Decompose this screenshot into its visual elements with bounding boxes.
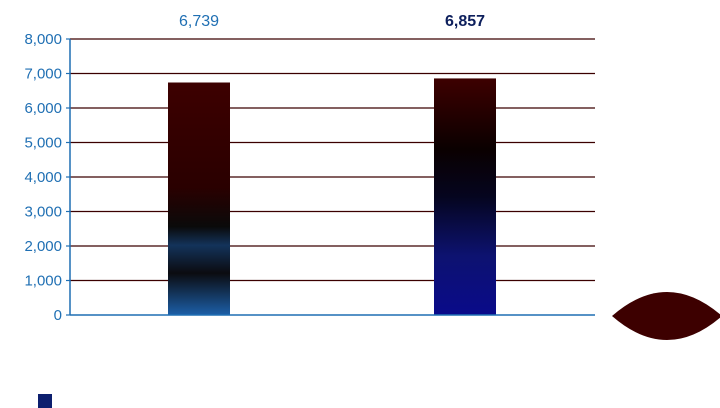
y-tick-label: 0 <box>54 307 62 324</box>
bars <box>168 78 496 315</box>
data-label: 6,739 <box>179 13 219 30</box>
y-tick-label: 3,000 <box>24 204 62 221</box>
y-tick-label: 1,000 <box>24 273 62 290</box>
data-label: 6,857 <box>445 13 485 30</box>
y-tick-label: 8,000 <box>24 31 62 48</box>
y-tick-label: 7,000 <box>24 66 62 83</box>
bar <box>434 78 496 315</box>
axes <box>66 38 595 316</box>
y-tick-label: 6,000 <box>24 100 62 117</box>
y-tick-label: 5,000 <box>24 135 62 152</box>
y-tick-label: 4,000 <box>24 169 62 186</box>
bar <box>168 82 230 315</box>
y-tick-label: 2,000 <box>24 238 62 255</box>
labels: 0 1,000 2,000 3,000 4,000 5,000 6,000 7,000 8,00… <box>24 13 485 324</box>
gridlines <box>70 38 595 282</box>
decorative-ellipse-shape <box>612 292 720 340</box>
legend-swatch <box>38 394 52 408</box>
